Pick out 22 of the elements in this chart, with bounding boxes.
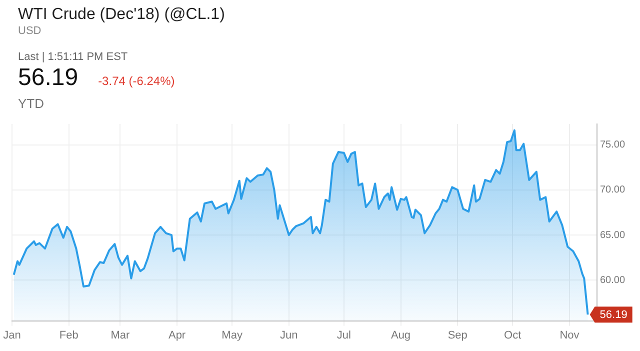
x-tick-label: Sep [448, 329, 468, 342]
chart-title: WTI Crude (Dec'18) (@CL.1) [18, 6, 226, 24]
annotation: 56.19 [600, 309, 628, 322]
x-tick-label: Feb [59, 329, 78, 342]
x-tick-label: Jul [336, 329, 351, 342]
x-tick-label: Jan [3, 329, 21, 342]
x-tick-label: Nov [560, 329, 580, 342]
text: 56.19 [18, 64, 78, 92]
text: -3.74 (-6.24%) [98, 74, 175, 88]
x-tick-label: May [222, 329, 243, 342]
y-tick-label: 75.00 [600, 140, 626, 151]
x-tick-label: Apr [168, 329, 186, 342]
text: YTD [18, 96, 45, 111]
text: Last | 1:51:11 PM EST [18, 51, 129, 63]
y-tick-label: 65.00 [600, 230, 626, 241]
y-tick-label: 60.00 [600, 274, 626, 286]
x-tick-label: Mar [110, 329, 130, 342]
y-tick-label: 70.00 [600, 184, 626, 196]
chart-subtitle: USD [18, 25, 42, 37]
x-tick-label: Jun [280, 329, 298, 342]
x-tick-label: Oct [504, 329, 522, 342]
x-tick-label: Aug [390, 329, 411, 342]
